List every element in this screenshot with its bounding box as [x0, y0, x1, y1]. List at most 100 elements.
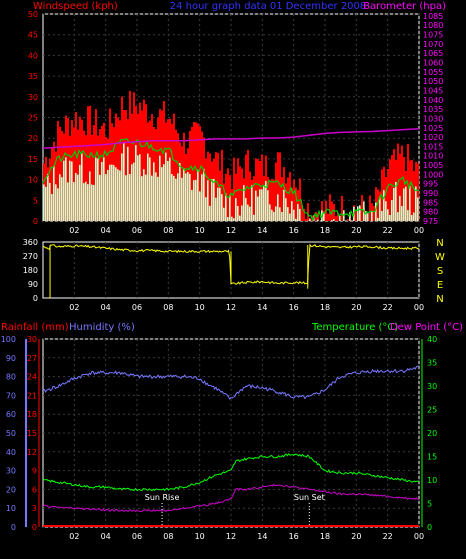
wind-speed-bar: [377, 218, 379, 221]
x-tick-label: 12: [226, 303, 236, 312]
windspeed-tick-label: 0: [33, 217, 38, 226]
wind-speed-bar: [105, 174, 107, 221]
x-tick-label: 06: [132, 303, 142, 312]
x-tick-label: 20: [351, 532, 361, 541]
wind-speed-bar: [277, 194, 279, 221]
wind-speed-bar: [185, 173, 187, 221]
wind-speed-bar: [223, 208, 225, 221]
wind-speed-bar: [85, 182, 87, 221]
wind-speed-bar: [357, 206, 359, 221]
wind-speed-bar: [367, 213, 369, 221]
wind-speed-bar: [255, 191, 257, 221]
wind-speed-bar: [101, 162, 103, 221]
wind-speed-bar: [249, 207, 251, 221]
barometer-tick-label: 1070: [423, 40, 443, 49]
wind-speed-bar: [53, 166, 55, 221]
wind-speed-bar: [135, 145, 137, 221]
temperature-axis-title: Temperature (°C): [311, 322, 398, 333]
wind-gust-bar: [361, 195, 363, 221]
direction-letter: E: [437, 280, 443, 291]
x-tick-label: 16: [289, 303, 299, 312]
wind-speed-bar: [331, 220, 333, 221]
wind-speed-bar: [189, 174, 191, 221]
wind-speed-bar: [209, 206, 211, 221]
wind-speed-bar: [227, 217, 229, 221]
wind-speed-bar: [161, 167, 163, 221]
wind-speed-bar: [69, 161, 71, 221]
barometer-tick-label: 1000: [423, 170, 443, 179]
wind-speed-bar: [417, 198, 419, 221]
wind-speed-bar: [133, 163, 135, 221]
wind-speed-bar: [111, 165, 113, 221]
wind-speed-bar: [201, 174, 203, 221]
wind-speed-bar: [237, 206, 239, 221]
wind-speed-bar: [123, 143, 125, 221]
wind-speed-bar: [73, 182, 75, 221]
wind-speed-bar: [103, 157, 105, 221]
wind-speed-bar: [297, 204, 299, 221]
wind-speed-bar: [177, 173, 179, 221]
wind-speed-bar: [67, 182, 69, 221]
wind-speed-bar: [155, 172, 157, 221]
wind-speed-bar: [253, 215, 255, 221]
wind-speed-bar: [63, 161, 65, 221]
barometer-tick-label: 980: [423, 208, 438, 217]
barometer-axis-title: Barometer (hpa): [363, 1, 446, 12]
x-tick-label: 00: [414, 532, 424, 541]
wind-speed-bar: [219, 188, 221, 221]
wind-speed-bar: [283, 190, 285, 221]
wind-speed-bar: [145, 175, 147, 221]
humidity-tick-label: 70: [6, 391, 16, 400]
x-tick-label: 22: [383, 226, 393, 235]
barometer-tick-label: 1025: [423, 124, 443, 133]
wind-speed-bar: [205, 197, 207, 221]
wind-speed-bar: [197, 170, 199, 221]
wind-speed-bar: [299, 209, 301, 221]
wind-speed-bar: [79, 165, 81, 221]
wind-speed-bar: [195, 180, 197, 221]
wind-gust-bar: [373, 206, 375, 221]
wind-speed-bar: [381, 211, 383, 221]
x-tick-label: 02: [69, 226, 79, 235]
windspeed-tick-label: 45: [28, 31, 38, 40]
wind-speed-bar: [241, 205, 243, 221]
direction-letter: N: [436, 238, 443, 249]
wind-speed-bar: [405, 187, 407, 221]
wind-speed-bar: [207, 180, 209, 221]
wind-speed-bar: [279, 207, 281, 221]
barometer-tick-label: 1010: [423, 152, 443, 161]
x-tick-label: 10: [195, 303, 205, 312]
wind-speed-bar: [137, 155, 139, 221]
windspeed-tick-label: 30: [28, 93, 38, 102]
wind-speed-bar: [43, 184, 45, 221]
temperature-tick-label: 10: [427, 476, 437, 485]
wind-speed-bar: [51, 194, 53, 221]
x-tick-label: 14: [257, 303, 267, 312]
x-tick-label: 10: [195, 532, 205, 541]
wind-gust-bar: [329, 194, 331, 221]
humidity-axis-title: Humidity (%): [69, 322, 135, 333]
wind-speed-bar: [187, 172, 189, 221]
wind-speed-bar: [193, 180, 195, 221]
wind-speed-bar: [77, 175, 79, 221]
x-tick-label: 16: [289, 532, 299, 541]
wind-speed-bar: [179, 163, 181, 221]
x-tick-label: 08: [163, 532, 173, 541]
wind-speed-bar: [117, 169, 119, 221]
wind-speed-bar: [245, 198, 247, 221]
x-tick-label: 22: [383, 303, 393, 312]
wind-speed-bar: [165, 153, 167, 221]
sunrise-label: Sun Rise: [145, 493, 180, 502]
wind-speed-bar: [269, 204, 271, 221]
wind-speed-bar: [333, 219, 335, 221]
humidity-tick-label: 50: [6, 429, 16, 438]
x-tick-label: 00: [414, 226, 424, 235]
sunset-label: Sun Set: [294, 493, 325, 502]
wind-speed-bar: [411, 215, 413, 221]
wind-speed-bar: [409, 186, 411, 221]
wind-speed-bar: [65, 157, 67, 221]
wind-speed-bar: [359, 205, 361, 221]
wind-speed-bar: [81, 153, 83, 221]
direction-tick-label: 180: [23, 266, 38, 275]
